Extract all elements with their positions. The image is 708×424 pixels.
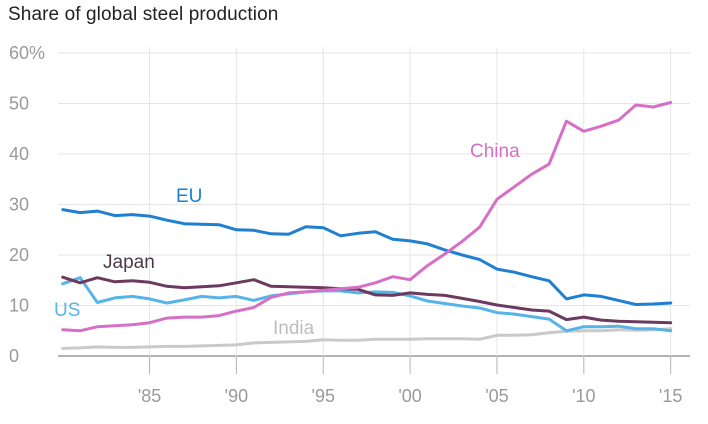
series-label-us: US (54, 300, 80, 321)
y-axis-ticks: 0 10 20 30 40 50 60% (9, 43, 45, 366)
y-tick-label: 40 (9, 144, 29, 164)
x-tick-label: '85 (138, 386, 161, 406)
series-line-china (61, 101, 673, 333)
series-label-japan: Japan (103, 252, 155, 273)
series-line-india (61, 327, 673, 350)
x-tick-label: '15 (659, 386, 682, 406)
y-tick-label: 0 (9, 346, 19, 366)
grid-lines (58, 47, 690, 374)
chart-title: Share of global steel production (8, 4, 279, 25)
series-labels: China EU Japan US India (54, 141, 520, 339)
x-tick-label: '10 (572, 386, 595, 406)
series-line-eu (61, 208, 673, 306)
y-tick-label: 30 (9, 195, 29, 215)
y-tick-label: 10 (9, 296, 29, 316)
series-lines (61, 101, 673, 350)
x-axis-ticks: '85 '90 '95 '00 '05 '10 '15 (138, 386, 683, 406)
y-tick-label: 20 (9, 245, 29, 265)
y-tick-label: 60% (9, 43, 45, 63)
x-tick-label: '90 (225, 386, 248, 406)
x-tick-label: '95 (312, 386, 335, 406)
y-tick-label: 50 (9, 94, 29, 114)
x-tick-label: '05 (485, 386, 508, 406)
series-label-eu: EU (176, 186, 202, 207)
x-tick-label: '00 (398, 386, 421, 406)
series-label-china: China (470, 141, 520, 162)
series-line-japan (61, 275, 673, 325)
series-label-india: India (273, 318, 315, 339)
